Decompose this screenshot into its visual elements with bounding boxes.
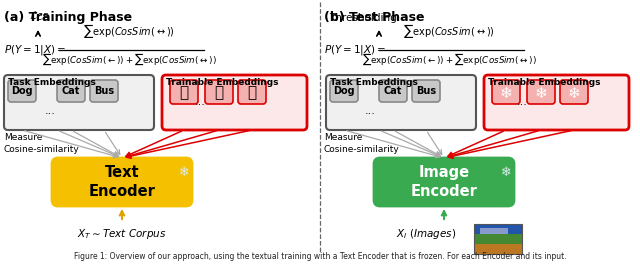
Text: Measure
Cosine-similarity: Measure Cosine-similarity xyxy=(4,133,80,154)
FancyBboxPatch shape xyxy=(170,80,198,104)
Text: $\sum\exp(\mathit{CosSim}($$\leftrightarrow$$))$: $\sum\exp(\mathit{CosSim}($$\leftrightar… xyxy=(403,22,495,40)
FancyBboxPatch shape xyxy=(205,80,233,104)
Text: Dog: Dog xyxy=(333,86,355,96)
Text: $P(Y=1|X) =$: $P(Y=1|X) =$ xyxy=(324,43,387,57)
FancyBboxPatch shape xyxy=(8,80,36,102)
Bar xyxy=(480,228,508,234)
Text: Dog: Dog xyxy=(11,86,33,96)
Text: Cat: Cat xyxy=(62,86,80,96)
FancyBboxPatch shape xyxy=(326,75,476,130)
FancyBboxPatch shape xyxy=(412,80,440,102)
Text: ❄: ❄ xyxy=(179,166,189,179)
Text: 🔥: 🔥 xyxy=(248,86,257,100)
FancyBboxPatch shape xyxy=(52,158,192,206)
Text: ❄: ❄ xyxy=(500,166,511,179)
Text: 🔥: 🔥 xyxy=(214,86,223,100)
Text: Measure
Cosine-similarity: Measure Cosine-similarity xyxy=(324,133,400,154)
Text: $\sum\exp(\mathit{CosSim}($$\leftrightarrow$$))$: $\sum\exp(\mathit{CosSim}($$\leftrightar… xyxy=(83,22,175,40)
Text: Trainable Embeddings: Trainable Embeddings xyxy=(488,78,600,87)
Text: Task Embeddings: Task Embeddings xyxy=(330,78,418,87)
Text: ...: ... xyxy=(516,97,527,107)
FancyBboxPatch shape xyxy=(379,80,407,102)
Text: Text
Encoder: Text Encoder xyxy=(88,165,156,199)
FancyBboxPatch shape xyxy=(527,80,555,104)
Text: ...: ... xyxy=(195,97,205,107)
FancyBboxPatch shape xyxy=(492,80,520,104)
Bar xyxy=(474,244,522,254)
FancyBboxPatch shape xyxy=(238,80,266,104)
FancyBboxPatch shape xyxy=(330,80,358,102)
Text: $X_T \sim \mathit{Text\ Corpus}$: $X_T \sim \mathit{Text\ Corpus}$ xyxy=(77,227,167,241)
Text: Bus: Bus xyxy=(94,86,114,96)
Text: $\mathcal{L}_{CE}$: $\mathcal{L}_{CE}$ xyxy=(29,9,49,23)
Text: $X_I\ \mathit{(Images)}$: $X_I\ \mathit{(Images)}$ xyxy=(396,227,456,241)
Text: ❄: ❄ xyxy=(568,86,580,100)
Text: Trainable Embeddings: Trainable Embeddings xyxy=(166,78,278,87)
Text: (b) Test Phase: (b) Test Phase xyxy=(324,11,424,24)
Bar xyxy=(474,224,522,234)
FancyBboxPatch shape xyxy=(162,75,307,130)
Text: Cat: Cat xyxy=(384,86,402,96)
Text: ...: ... xyxy=(365,106,376,116)
FancyBboxPatch shape xyxy=(374,158,514,206)
Text: ...: ... xyxy=(45,106,56,116)
Text: Figure 1: Overview of our approach, using the textual training with a Text Encod: Figure 1: Overview of our approach, usin… xyxy=(74,252,566,261)
Bar xyxy=(474,234,522,244)
Bar xyxy=(474,224,522,254)
Text: ❄: ❄ xyxy=(500,86,513,100)
Text: ❄: ❄ xyxy=(534,86,547,100)
Text: 🔥: 🔥 xyxy=(179,86,189,100)
Text: $\sum\exp(\mathit{CosSim}($$\leftarrow$$)) + \sum\exp(\mathit{CosSim}($$\leftrig: $\sum\exp(\mathit{CosSim}($$\leftarrow$$… xyxy=(42,52,216,67)
Text: Task Embeddings: Task Embeddings xyxy=(8,78,96,87)
FancyBboxPatch shape xyxy=(4,75,154,130)
FancyBboxPatch shape xyxy=(57,80,85,102)
FancyBboxPatch shape xyxy=(90,80,118,102)
Text: $P(Y=1|X) =$: $P(Y=1|X) =$ xyxy=(4,43,67,57)
Text: Image
Encoder: Image Encoder xyxy=(411,165,477,199)
FancyBboxPatch shape xyxy=(560,80,588,104)
FancyBboxPatch shape xyxy=(484,75,629,130)
Text: $\sum\exp(\mathit{CosSim}($$\leftarrow$$)) + \sum\exp(\mathit{CosSim}($$\leftrig: $\sum\exp(\mathit{CosSim}($$\leftarrow$$… xyxy=(362,52,536,67)
Text: (a) Training Phase: (a) Training Phase xyxy=(4,11,132,24)
Text: Thresholding: Thresholding xyxy=(329,13,397,23)
Text: Bus: Bus xyxy=(416,86,436,96)
